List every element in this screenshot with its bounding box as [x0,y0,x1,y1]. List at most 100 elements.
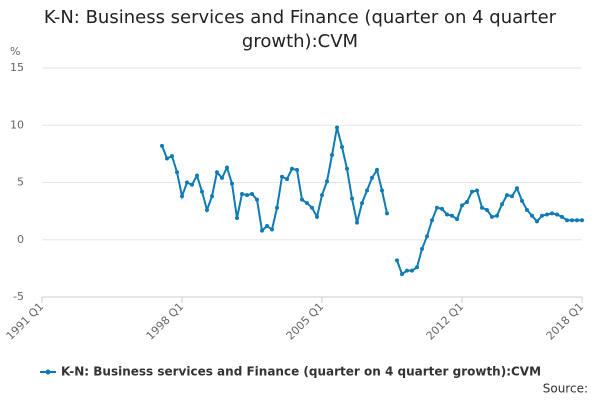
data-point [305,201,309,206]
data-point [415,265,419,270]
y-tick-label: 5 [17,176,24,189]
data-point [540,213,544,218]
data-point [510,194,514,199]
data-point [420,246,424,251]
data-point [575,218,579,223]
data-point [295,167,299,172]
x-tick-label: 1991 Q1 [4,300,47,343]
y-axis-label: % [10,45,20,58]
data-point [210,194,214,199]
data-point [535,219,539,224]
chart-title: K-N: Business services and Finance (quar… [43,7,557,52]
data-point [350,196,354,201]
data-point [325,179,329,184]
source: Source: [543,382,588,396]
data-point [455,217,459,222]
data-point [465,199,469,204]
y-tick-label: 15 [10,61,24,74]
data-point [355,220,359,225]
data-point [375,167,379,172]
legend-label: K-N: Business services and Finance (quar… [61,365,541,379]
data-point [485,207,489,212]
data-point [215,170,219,175]
data-point [450,213,454,218]
data-point [240,191,244,196]
data-point [260,228,264,233]
data-point [315,214,319,219]
data-point [220,175,224,180]
data-point [335,125,339,130]
y-tick-label: -5 [13,290,24,303]
data-point [500,202,504,207]
data-point [365,188,369,193]
data-point [580,218,584,223]
x-tick-label: 1998 Q1 [144,300,187,343]
data-point [560,214,564,219]
data-point [520,198,524,203]
data-point [495,213,499,218]
x-tick-label: 2018 Q1 [544,300,587,343]
data-point [185,180,189,185]
series-line [161,127,388,233]
data-point [230,181,234,186]
data-point [360,201,364,206]
data-point [410,268,414,273]
data-point [285,177,289,182]
x-tick-label: 2005 Q1 [284,300,327,343]
data-point [470,189,474,194]
y-tick-label: 10 [10,118,24,131]
data-point [395,258,399,263]
data-point [565,218,569,223]
data-point [235,215,239,220]
data-point [170,154,174,159]
data-point [310,205,314,210]
data-point [330,153,334,158]
data-point [345,166,349,171]
data-point [205,207,209,212]
data-point [320,193,324,198]
data-point [275,205,279,210]
data-point [570,218,574,223]
data-point [430,218,434,223]
data-point [545,212,549,217]
data-point [525,207,529,212]
data-point [180,194,184,199]
data-point [190,182,194,187]
data-point [550,211,554,216]
data-point [425,234,429,239]
data-point [490,214,494,219]
data-point [505,193,509,198]
data-point [165,156,169,161]
data-point [340,145,344,150]
data-point [405,268,409,273]
data-point [300,197,304,202]
data-point [225,165,229,170]
legend-marker [45,369,51,375]
y-tick-label: 0 [17,233,24,246]
data-point [435,205,439,210]
data-point [255,197,259,202]
data-point [400,272,404,277]
data-point [555,212,559,217]
data-point [195,173,199,178]
data-point [370,175,374,180]
data-point [480,205,484,210]
data-point [460,203,464,208]
data-point [160,143,164,148]
data-point [250,191,254,196]
data-point [380,188,384,193]
data-point [440,206,444,211]
data-point [200,189,204,194]
data-point [530,213,534,218]
data-point [475,188,479,193]
series-line [396,186,582,276]
data-point [280,174,284,179]
data-point [175,170,179,175]
data-point [385,211,389,216]
data-point [445,212,449,217]
data-point [265,224,269,229]
data-point [290,166,294,171]
x-tick-label: 2012 Q1 [424,300,467,343]
